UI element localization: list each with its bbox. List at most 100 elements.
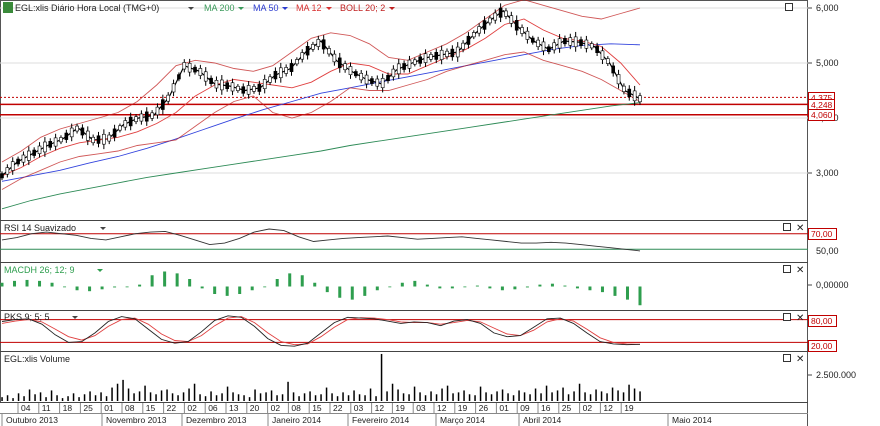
rsi-title[interactable]: RSI 14 Suavizado: [4, 223, 76, 233]
volume-bar: [127, 388, 130, 401]
macd-bar: [525, 286, 529, 288]
chart-type-icon[interactable]: [3, 2, 13, 13]
window-restore-icon[interactable]: [783, 354, 791, 362]
date-axis: 04 11 18 25 01 08 15 22 02 06 13 20 02 08 15 22 03 12 19 03…: [0, 403, 808, 426]
price-candle-body: [128, 116, 133, 127]
price-badge-label: 4,248: [811, 100, 833, 110]
volume-bar: [12, 398, 14, 401]
pks-panel-header: PKS 9; 5; 5 ✕: [4, 312, 804, 324]
volume-panel-header: EGL:xlis Volume ✕: [4, 354, 804, 365]
date-day-label: 22: [333, 403, 343, 413]
volume-bar: [424, 395, 427, 401]
price-candle-body: [622, 85, 626, 92]
price-badge: [808, 109, 835, 121]
date-day-label: 03: [354, 403, 364, 413]
close-icon[interactable]: ✕: [796, 223, 804, 234]
volume-bar: [457, 392, 460, 401]
price-candle-body: [193, 66, 197, 73]
macd-bar: [100, 286, 104, 290]
price-candle-body: [396, 63, 401, 75]
volume-axis: 2.500.000: [808, 370, 856, 380]
price-candle-body: [284, 67, 288, 74]
price-candle-body: [327, 48, 331, 55]
dropdown-arrow-icon[interactable]: [188, 7, 194, 10]
price-candle-body: [311, 44, 315, 50]
macd-bar: [163, 271, 167, 287]
price-series-line: [1, 102, 641, 210]
price-series-line: [1, 0, 641, 163]
volume-bar: [578, 383, 581, 401]
macd-bar: [513, 286, 517, 290]
price-candle-body: [563, 38, 567, 45]
close-icon[interactable]: ✕: [796, 265, 804, 276]
volume-bar: [292, 392, 295, 401]
price-candle-body: [214, 80, 219, 89]
date-month-label: Novembro 2013: [106, 415, 167, 425]
close-icon[interactable]: ✕: [796, 313, 804, 324]
price-candle-body: [343, 63, 347, 71]
volume-bar: [281, 394, 284, 401]
volume-bar: [479, 386, 482, 401]
dropdown-arrow-icon[interactable]: [326, 7, 332, 10]
close-icon[interactable]: ✕: [796, 354, 804, 365]
volume-bar: [501, 389, 504, 401]
price-candle-body: [53, 137, 58, 147]
volume-bar: [518, 390, 520, 401]
date-day-label: 25: [83, 403, 93, 413]
volume-bar: [105, 396, 108, 401]
price-candle-body: [466, 35, 471, 45]
volume-title[interactable]: EGL:xlis Volume: [4, 354, 70, 364]
legend-title[interactable]: EGL:xlis Diário Hora Local (TMG+0): [15, 3, 159, 13]
price-badge-label: 4,060: [811, 110, 833, 120]
window-restore-icon[interactable]: [783, 223, 791, 231]
volume-bar: [353, 390, 355, 401]
volume-bar: [507, 393, 509, 401]
pks-title[interactable]: PKS 9; 5; 5: [4, 312, 50, 322]
volume-bar: [34, 394, 36, 401]
legend-boll[interactable]: BOLL 20; 2: [340, 3, 385, 13]
rsi-line: [1, 228, 641, 252]
price-candle-body: [75, 125, 79, 132]
date-day-label: 19: [395, 403, 405, 413]
window-restore-icon[interactable]: [785, 3, 793, 11]
pks-k-line: [1, 315, 641, 347]
window-restore-icon[interactable]: [783, 313, 791, 321]
price-candle-body: [600, 50, 605, 60]
volume-bar: [221, 393, 223, 401]
price-candle-body: [289, 63, 294, 72]
price-candle-body: [150, 112, 154, 119]
price-candle-body: [321, 39, 326, 50]
price-candle-body: [573, 36, 578, 48]
dropdown-arrow-icon[interactable]: [100, 227, 106, 230]
price-candle-body: [541, 41, 546, 52]
volume-bar: [512, 395, 515, 401]
macd-bar: [625, 286, 629, 300]
price-candle-body: [16, 158, 20, 165]
price-candle-body: [295, 59, 299, 65]
volume-bar: [72, 393, 75, 401]
volume-bar: [61, 398, 64, 401]
dropdown-arrow-icon[interactable]: [72, 316, 78, 319]
window-restore-icon[interactable]: [783, 265, 791, 273]
volume-bar: [94, 395, 97, 401]
dropdown-arrow-icon[interactable]: [97, 269, 103, 272]
price-candle-body: [445, 50, 449, 57]
legend-ma50[interactable]: MA 50: [253, 3, 279, 13]
legend-ma12[interactable]: MA 12: [296, 3, 322, 13]
dropdown-arrow-icon[interactable]: [238, 7, 244, 10]
macd-bar: [313, 282, 317, 287]
volume-bar: [83, 394, 86, 401]
dropdown-arrow-icon[interactable]: [389, 7, 395, 10]
macd-title[interactable]: MACDH 26; 12; 9: [4, 265, 75, 275]
volume-bar: [628, 384, 630, 401]
dropdown-arrow-icon[interactable]: [282, 7, 288, 10]
date-day-label: 15: [312, 403, 322, 413]
price-candle-body: [177, 74, 181, 80]
price-legend: EGL:xlis Diário Hora Local (TMG+0) MA 20…: [3, 2, 395, 13]
volume-bar: [314, 395, 317, 401]
macd-bar: [225, 286, 229, 296]
price-candle-body: [209, 77, 213, 84]
macd-axis: 0,00000: [808, 280, 849, 290]
macd-bar: [500, 286, 504, 291]
legend-ma200[interactable]: MA 200: [204, 3, 235, 13]
